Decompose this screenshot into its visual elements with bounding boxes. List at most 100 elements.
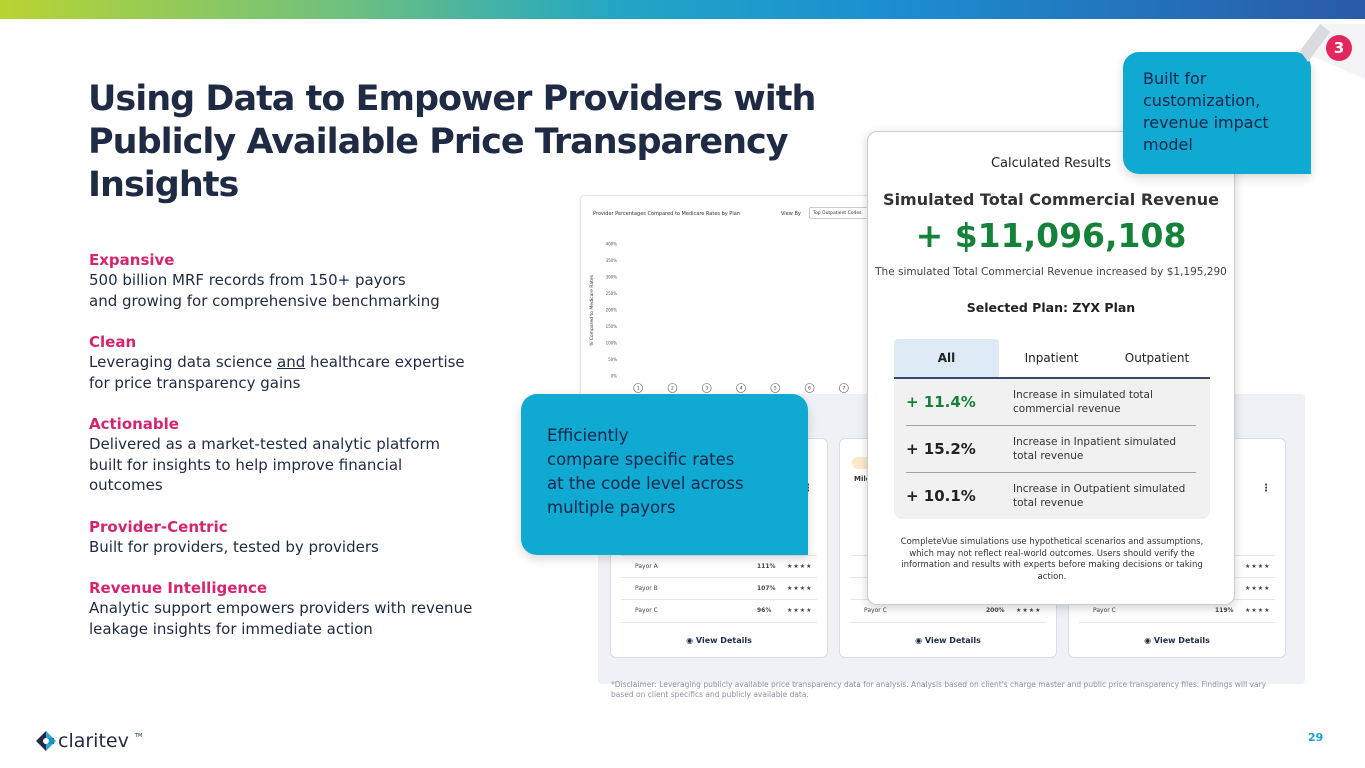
chart-tick-label: 200% <box>606 308 618 313</box>
results-headline: Simulated Total Commercial Revenue <box>883 190 1219 209</box>
feature-revenue-intelligence: Revenue Intelligence Analytic support em… <box>89 578 529 639</box>
chart-group-label: 4 <box>740 386 743 392</box>
result-percent: + 11.4% <box>906 393 976 411</box>
payor-name: Payor A <box>635 563 658 570</box>
page-number: 29 <box>1308 731 1324 744</box>
chart-group-marker <box>839 383 849 393</box>
chart-tick-label: 350% <box>606 258 618 263</box>
chart-group-label: 3 <box>705 386 708 392</box>
claritev-logo-icon <box>36 731 56 751</box>
feature-body: 500 billion MRF records from 150+ payors… <box>89 271 440 310</box>
feature-provider-centric: Provider-Centric Built for providers, te… <box>89 517 529 558</box>
view-details-link[interactable]: ◉ View Details <box>840 636 1056 645</box>
feature-list: Expansive 500 billion MRF records from 1… <box>89 250 529 660</box>
view-details-link[interactable]: ◉ View Details <box>611 636 827 645</box>
feature-heading: Provider-Centric <box>89 517 228 536</box>
payor-row: Payor B 107% ★★★★ <box>621 577 817 599</box>
star-rating-icon: ★★★★ <box>1245 585 1271 592</box>
chart-tick-label: 150% <box>606 324 618 329</box>
more-menu-icon[interactable]: ⋮ <box>1261 483 1271 494</box>
chart-group-label: 2 <box>671 386 674 392</box>
feature-body-underlined: and <box>277 353 306 371</box>
view-details-label: View Details <box>924 636 981 645</box>
page-disclaimer: *Disclaimer: Leveraging publicly availab… <box>611 680 1267 699</box>
payor-name: Payor B <box>635 585 658 592</box>
feature-body: Leveraging data science and healthcare e… <box>89 352 529 393</box>
star-rating-icon: ★★★★ <box>1245 607 1271 614</box>
callout-text: Built for customization, revenue impact … <box>1143 69 1269 154</box>
payor-row: Payor C 96% ★★★★ <box>621 599 817 621</box>
payor-value: 111% <box>757 563 776 570</box>
feature-heading: Actionable <box>89 415 179 433</box>
view-details-label: View Details <box>695 636 752 645</box>
result-row: + 10.1% Increase in Outpatient simulated… <box>906 473 1196 519</box>
feature-body: Built for providers, tested by providers <box>89 537 379 556</box>
chart-group-label: 7 <box>842 386 845 392</box>
view-details-link[interactable]: ◉ View Details <box>1069 636 1285 645</box>
callout-customization: Built for customization, revenue impact … <box>1123 52 1311 174</box>
payor-value: 107% <box>757 585 776 592</box>
results-rows: + 11.4% Increase in simulated total comm… <box>894 379 1210 519</box>
rates-dashboard: Provider Percentages Compared to Medicar… <box>580 195 880 415</box>
view-by-select[interactable]: Top Outpatient Codes <box>809 207 871 219</box>
results-heading: Calculated Results <box>990 156 1112 171</box>
chart-tick-label: 100% <box>606 341 618 346</box>
tab-all[interactable]: All <box>894 339 999 377</box>
result-description: Increase in Outpatient simulated total r… <box>1013 483 1186 509</box>
payor-name: Payor C <box>864 607 887 614</box>
feature-expansive: Expansive 500 billion MRF records from 1… <box>89 250 529 311</box>
calculated-results-card: Calculated Results Simulated Total Comme… <box>867 131 1235 605</box>
feature-body: Delivered as a market-tested analytic pl… <box>89 435 441 494</box>
dashboard-title: Provider Percentages Compared to Medicar… <box>593 211 740 217</box>
feature-body-pre: Leveraging data science <box>89 353 278 371</box>
payor-value: 96% <box>757 607 772 614</box>
result-description: Increase in simulated total commercial r… <box>1013 389 1153 415</box>
feature-body: Analytic support empowers providers with… <box>89 599 473 638</box>
tab-outpatient[interactable]: Outpatient <box>1124 351 1190 365</box>
divider <box>906 425 1196 426</box>
star-rating-icon: ★★★★ <box>1016 607 1042 614</box>
result-description: Increase in Inpatient simulated total re… <box>1013 436 1177 462</box>
chart-group-marker <box>804 383 815 393</box>
view-by-label: View By <box>781 211 801 217</box>
eye-icon: ◉ <box>915 636 925 645</box>
star-rating-icon: ★★★★ <box>1245 563 1271 570</box>
result-percent: + 15.2% <box>906 440 976 458</box>
payor-value: 200% <box>986 607 1005 614</box>
chart-group-marker <box>633 383 643 393</box>
more-menu-icon[interactable]: ⋮ <box>803 483 813 494</box>
chart-group-label: 1 <box>637 386 640 392</box>
chart-group-label: 5 <box>774 386 777 392</box>
payor-row: Payor A 111% ★★★★ <box>621 555 817 577</box>
payor-value: 119% <box>1215 607 1234 614</box>
feature-heading: Clean <box>89 333 137 351</box>
callout-text: Efficiently compare specific rates at th… <box>547 426 744 517</box>
eye-icon: ◉ <box>1144 636 1154 645</box>
tab-inpatient[interactable]: Inpatient <box>1024 351 1079 365</box>
chart-tick-label: 0% <box>611 374 618 379</box>
divider <box>621 622 817 623</box>
provider-name: Mile <box>854 475 871 483</box>
selected-plan: Selected Plan: ZYX Plan <box>966 300 1136 315</box>
chart-ylabel: % Compared to Medicare Rates <box>589 274 595 346</box>
divider <box>1079 622 1275 623</box>
view-details-label: View Details <box>1153 636 1210 645</box>
top-gradient-bar <box>0 0 1365 19</box>
chart-group-label: 6 <box>808 386 811 392</box>
result-row: + 11.4% Increase in simulated total comm… <box>906 379 1196 425</box>
chart-group-marker <box>701 383 712 393</box>
feature-heading: Expansive <box>89 251 175 269</box>
star-rating-icon: ★★★★ <box>787 607 813 614</box>
feature-clean: Clean Leveraging data science and health… <box>89 332 529 393</box>
chart-group-marker <box>736 383 746 393</box>
logo-trademark: TM <box>135 733 143 739</box>
result-percent: + 10.1% <box>906 487 976 505</box>
revenue-amount: + $11,096,108 <box>915 216 1187 255</box>
feature-body-post: healthcare expertise for price transpare… <box>89 353 465 392</box>
chart-group-marker <box>667 383 678 393</box>
page-title: Using Data to Empower Providers with Pub… <box>88 79 816 205</box>
feature-actionable: Actionable Delivered as a market-tested … <box>89 414 529 496</box>
result-row: + 15.2% Increase in Inpatient simulated … <box>906 426 1196 472</box>
simulation-disclaimer: CompleteVue simulations use hypothetical… <box>900 537 1204 582</box>
chart-tick-label: 400% <box>606 242 618 247</box>
